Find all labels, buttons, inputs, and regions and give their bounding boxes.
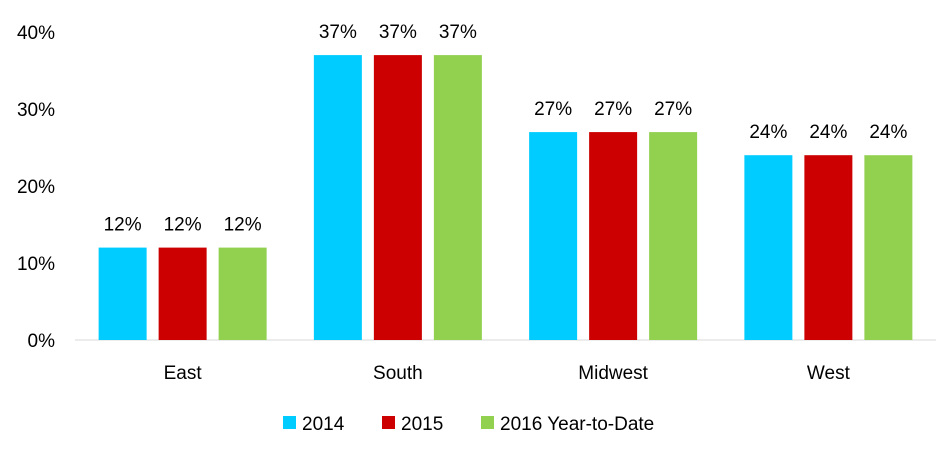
data-label: 12% (104, 215, 142, 236)
legend-swatch (481, 416, 494, 429)
legend-label: 2015 (401, 414, 443, 435)
data-label: 27% (594, 99, 632, 120)
y-tick-label: 0% (28, 331, 56, 352)
data-label: 24% (869, 122, 907, 143)
data-label: 37% (379, 22, 417, 43)
bar-east-2015 (158, 247, 207, 340)
bar-west-2014 (744, 155, 793, 340)
legend-label: 2016 Year-to-Date (500, 414, 654, 435)
bar-west-2016-year-to-date (864, 155, 913, 340)
bar-south-2016-year-to-date (433, 55, 482, 340)
category-labels: East South Midwest West (164, 363, 851, 384)
bar-south-2015 (373, 55, 422, 340)
legend-swatch (382, 416, 395, 429)
legend: 2014 2015 2016 Year-to-Date (283, 414, 654, 435)
category-label-east: East (164, 363, 203, 384)
legend-label: 2014 (302, 414, 345, 435)
bar-west-2015 (804, 155, 853, 340)
data-label: 27% (654, 99, 692, 120)
bar-east-2014 (98, 247, 147, 340)
data-label: 12% (164, 215, 202, 236)
data-label: 24% (809, 122, 847, 143)
data-label: 12% (224, 215, 262, 236)
y-axis: 0% 10% 20% 30% 40% (17, 23, 55, 352)
y-tick-label: 10% (17, 254, 55, 275)
bar-midwest-2016-year-to-date (649, 132, 698, 340)
data-label: 37% (319, 22, 357, 43)
category-label-midwest: Midwest (578, 363, 648, 384)
bars-group: 12% 12% 12% 37% 37% 37% 27% 27% 27% 24% 24% 24% (98, 22, 913, 340)
data-label: 27% (534, 99, 572, 120)
category-label-west: West (807, 363, 851, 384)
y-tick-label: 40% (17, 23, 55, 44)
data-label: 37% (439, 22, 477, 43)
bar-south-2014 (313, 55, 362, 340)
bar-midwest-2014 (529, 132, 578, 340)
y-tick-label: 30% (17, 100, 55, 121)
y-tick-label: 20% (17, 177, 55, 198)
data-label: 24% (749, 122, 787, 143)
bar-east-2016-year-to-date (218, 247, 267, 340)
legend-swatch (283, 416, 296, 429)
category-label-south: South (373, 363, 423, 384)
bar-midwest-2015 (589, 132, 638, 340)
